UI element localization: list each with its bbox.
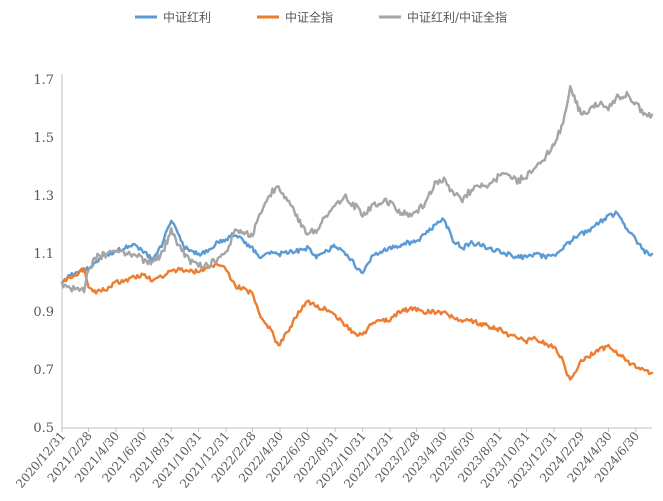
y-tick-label: 1.3 [33,189,54,204]
legend-label: 中证红利 [163,10,211,25]
legend: 中证红利 中证全指 中证红利/中证全指 [135,10,507,25]
y-tick-label: 1.5 [33,131,54,146]
legend-label: 中证红利/中证全指 [407,10,507,25]
series-layer [60,85,654,381]
y-tick-label: 0.5 [33,421,54,436]
y-axis: 0.5 0.7 0.9 1.1 1.3 1.5 1.7 [33,73,63,436]
series-line-2 [60,262,654,381]
x-axis: 2020/12/312021/2/282021/4/302021/6/30202… [13,427,652,491]
legend-label: 中证全指 [285,10,333,25]
y-tick-label: 0.9 [33,305,54,320]
series-line-3 [60,85,654,294]
y-tick-label: 1.1 [33,247,54,262]
y-tick-label: 0.7 [33,363,54,378]
y-tick-label: 1.7 [33,73,54,88]
series-line-1 [60,210,654,285]
